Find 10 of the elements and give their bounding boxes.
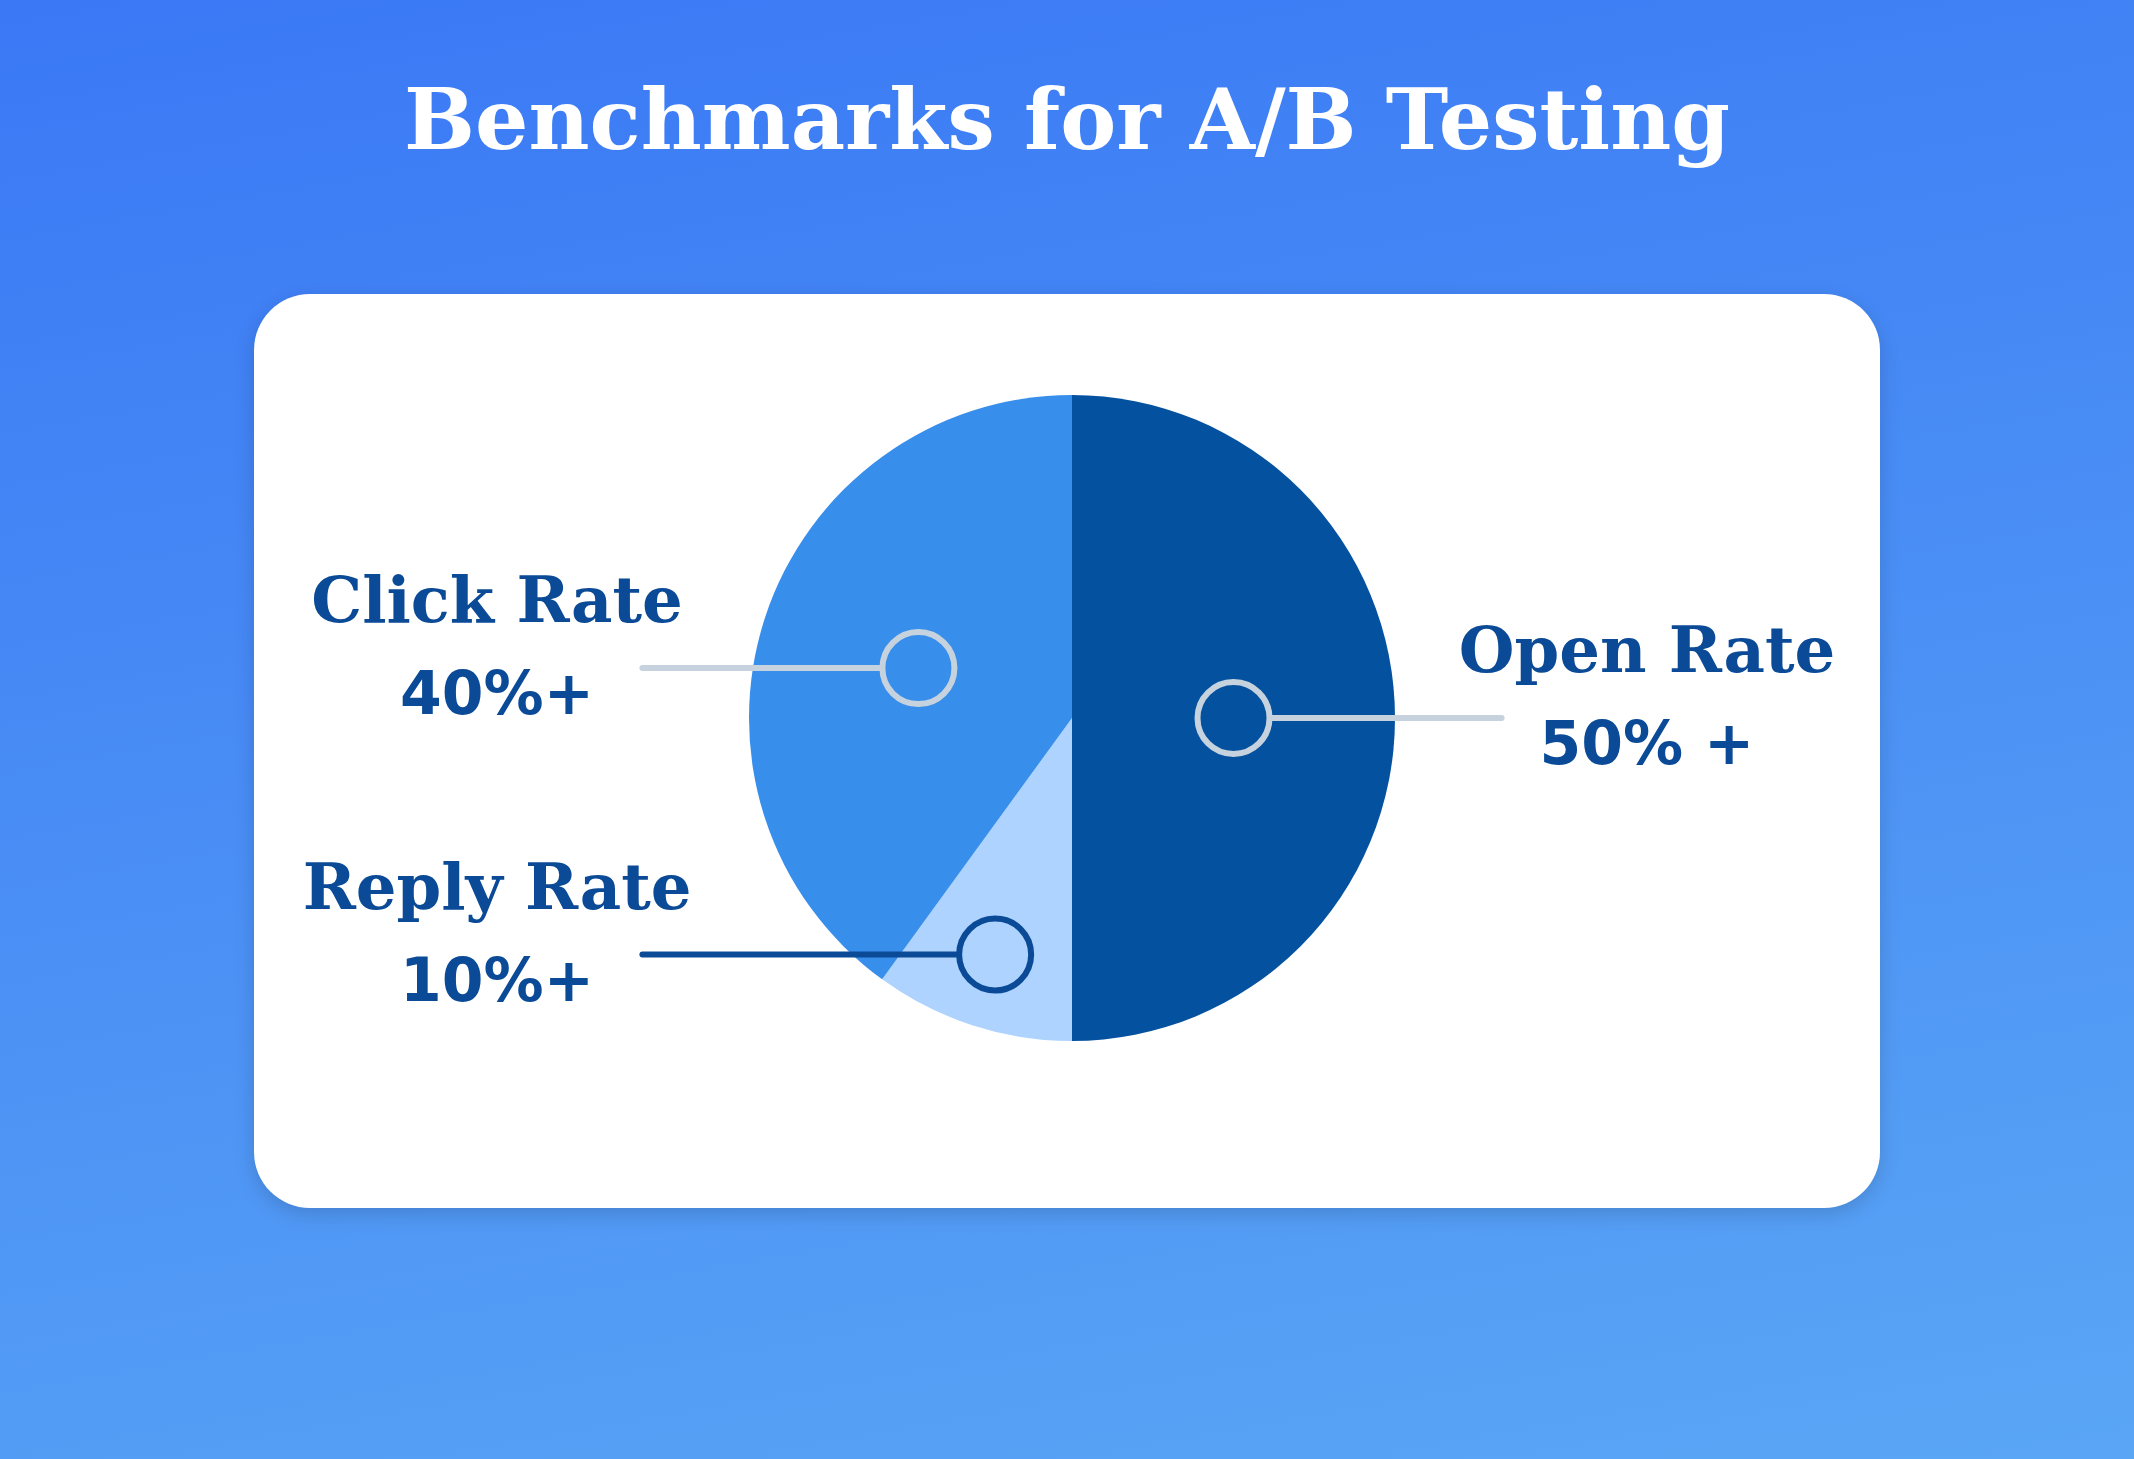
data-label: 50% + (1539, 708, 1755, 778)
pie-slice (1072, 395, 1395, 1041)
slice-label: Reply Rate (302, 848, 692, 924)
slice-label: Open Rate (1458, 612, 1836, 687)
data-label: 10%+ (400, 944, 595, 1015)
pie-slice (749, 395, 1072, 980)
chart-title: Benchmarks for A/B Testing (403, 70, 1731, 169)
slice-label: Click Rate (311, 562, 683, 638)
data-label: 40%+ (400, 658, 595, 729)
pie-slice (882, 718, 1072, 1041)
